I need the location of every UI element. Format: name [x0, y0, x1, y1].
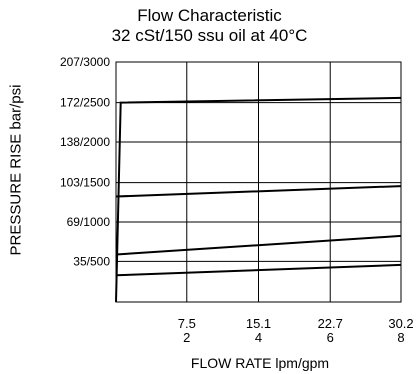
x-tick-label-lpm: 7.5 — [178, 316, 196, 331]
x-tick-label-lpm: 15.1 — [246, 316, 271, 331]
chart-title: Flow Characteristic — [137, 6, 282, 25]
y-tick-label: 35/500 — [73, 254, 110, 268]
y-tick-label: 103/1500 — [60, 176, 110, 190]
y-tick-label: 207/3000 — [60, 55, 110, 69]
series-line-4 — [115, 263, 402, 277]
x-tick-label-gpm: 8 — [397, 330, 404, 345]
x-tick-label-lpm: 22.7 — [318, 316, 343, 331]
series-line-1 — [115, 96, 402, 303]
y-tick-label: 138/2000 — [60, 135, 110, 149]
chart-subtitle: 32 cSt/150 ssu oil at 40°C — [111, 26, 308, 45]
x-tick-label-gpm: 4 — [255, 330, 262, 345]
x-tick-label-gpm: 6 — [327, 330, 334, 345]
x-axis-label: FLOW RATE lpm/gpm — [190, 355, 330, 371]
y-tick-label: 69/1000 — [67, 215, 111, 229]
x-tick-label-gpm: 2 — [183, 330, 190, 345]
y-tick-label: 172/2500 — [60, 96, 110, 110]
series-line-3 — [115, 234, 402, 256]
series-line-2 — [115, 185, 402, 198]
x-tick-label-lpm: 30.2 — [388, 316, 413, 331]
